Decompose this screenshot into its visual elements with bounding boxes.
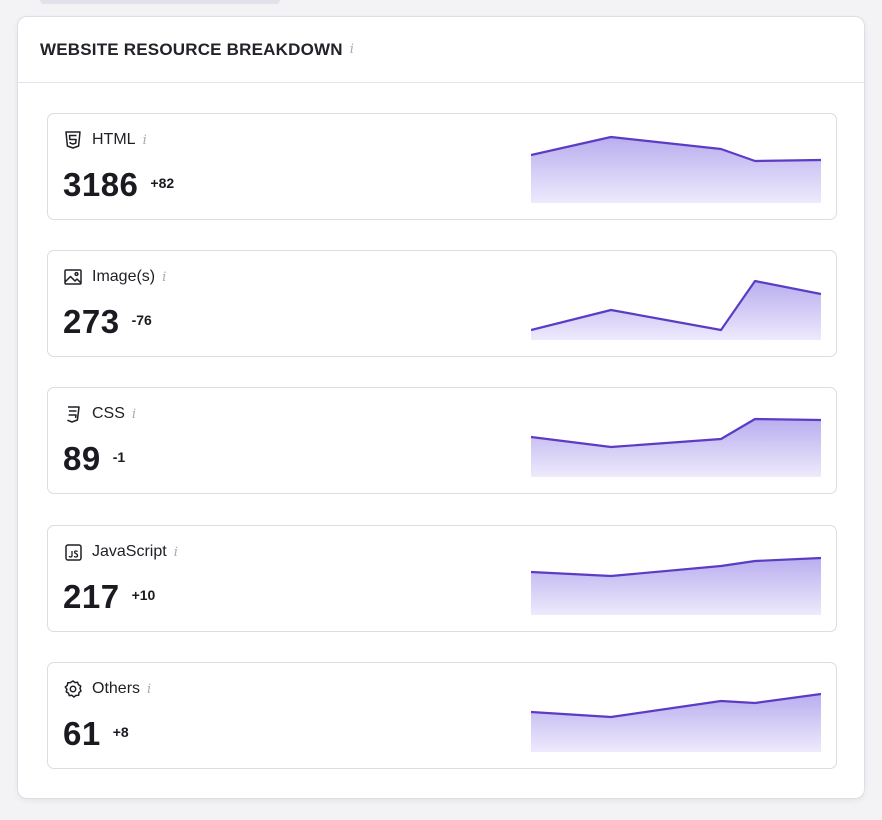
info-icon[interactable]: i xyxy=(131,406,137,422)
sparkline-line xyxy=(531,692,821,719)
panel-title: WEBSITE RESOURCE BREAKDOWN xyxy=(40,39,343,59)
card-label: Image(s) xyxy=(92,268,156,285)
card-label: Others xyxy=(92,680,141,697)
sparkline-area xyxy=(531,419,821,477)
resource-card-others: Others i 61 +8 xyxy=(47,662,837,769)
card-value: 273 xyxy=(63,303,120,340)
info-icon[interactable]: i xyxy=(142,132,147,148)
resource-breakdown-panel: WEBSITE RESOURCE BREAKDOWN i HTML i 3186… xyxy=(17,16,865,799)
sparkline-line xyxy=(531,279,821,332)
card-label: JavaScript xyxy=(92,543,167,560)
top-tab-edge xyxy=(40,0,280,4)
image-icon xyxy=(64,268,82,286)
card-delta: -1 xyxy=(112,449,126,465)
resource-card-images: Image(s) i 273 -76 xyxy=(47,250,837,357)
card-delta: +82 xyxy=(150,175,175,191)
card-delta: +10 xyxy=(131,587,156,603)
info-icon[interactable]: i xyxy=(162,269,167,285)
card-value: 89 xyxy=(63,440,101,477)
sparkline-line xyxy=(531,556,821,578)
sparkline-chart xyxy=(531,279,821,340)
info-icon[interactable]: i xyxy=(349,42,354,57)
sparkline-line xyxy=(531,135,821,163)
panel-header: WEBSITE RESOURCE BREAKDOWN i xyxy=(18,17,864,83)
resource-card-css: CSS i 89 -1 xyxy=(47,387,837,494)
card-delta: +8 xyxy=(112,724,129,740)
css3-icon xyxy=(64,405,82,423)
sparkline-chart xyxy=(531,692,821,752)
resource-card-html: HTML i 3186 +82 xyxy=(47,113,837,220)
sparkline-chart xyxy=(531,417,821,477)
card-value: 3186 xyxy=(63,166,139,203)
resource-card-javascript: JavaScript i 217 +10 xyxy=(47,525,837,632)
info-icon[interactable]: i xyxy=(147,681,152,697)
javascript-icon xyxy=(64,543,82,561)
card-value: 217 xyxy=(63,578,120,615)
sparkline-area xyxy=(531,281,821,340)
sparkline-line xyxy=(531,417,821,449)
card-label: CSS xyxy=(92,405,125,422)
sparkline-area xyxy=(531,558,821,615)
card-value: 61 xyxy=(63,715,101,752)
sparkline-chart xyxy=(531,556,821,615)
gear-icon xyxy=(64,680,82,698)
info-icon[interactable]: i xyxy=(173,544,178,560)
sparkline-area xyxy=(531,137,821,203)
html5-icon xyxy=(64,131,82,149)
card-delta: -76 xyxy=(131,312,152,328)
sparkline-chart xyxy=(531,135,821,203)
card-label: HTML xyxy=(92,131,136,148)
sparkline-area xyxy=(531,694,821,752)
